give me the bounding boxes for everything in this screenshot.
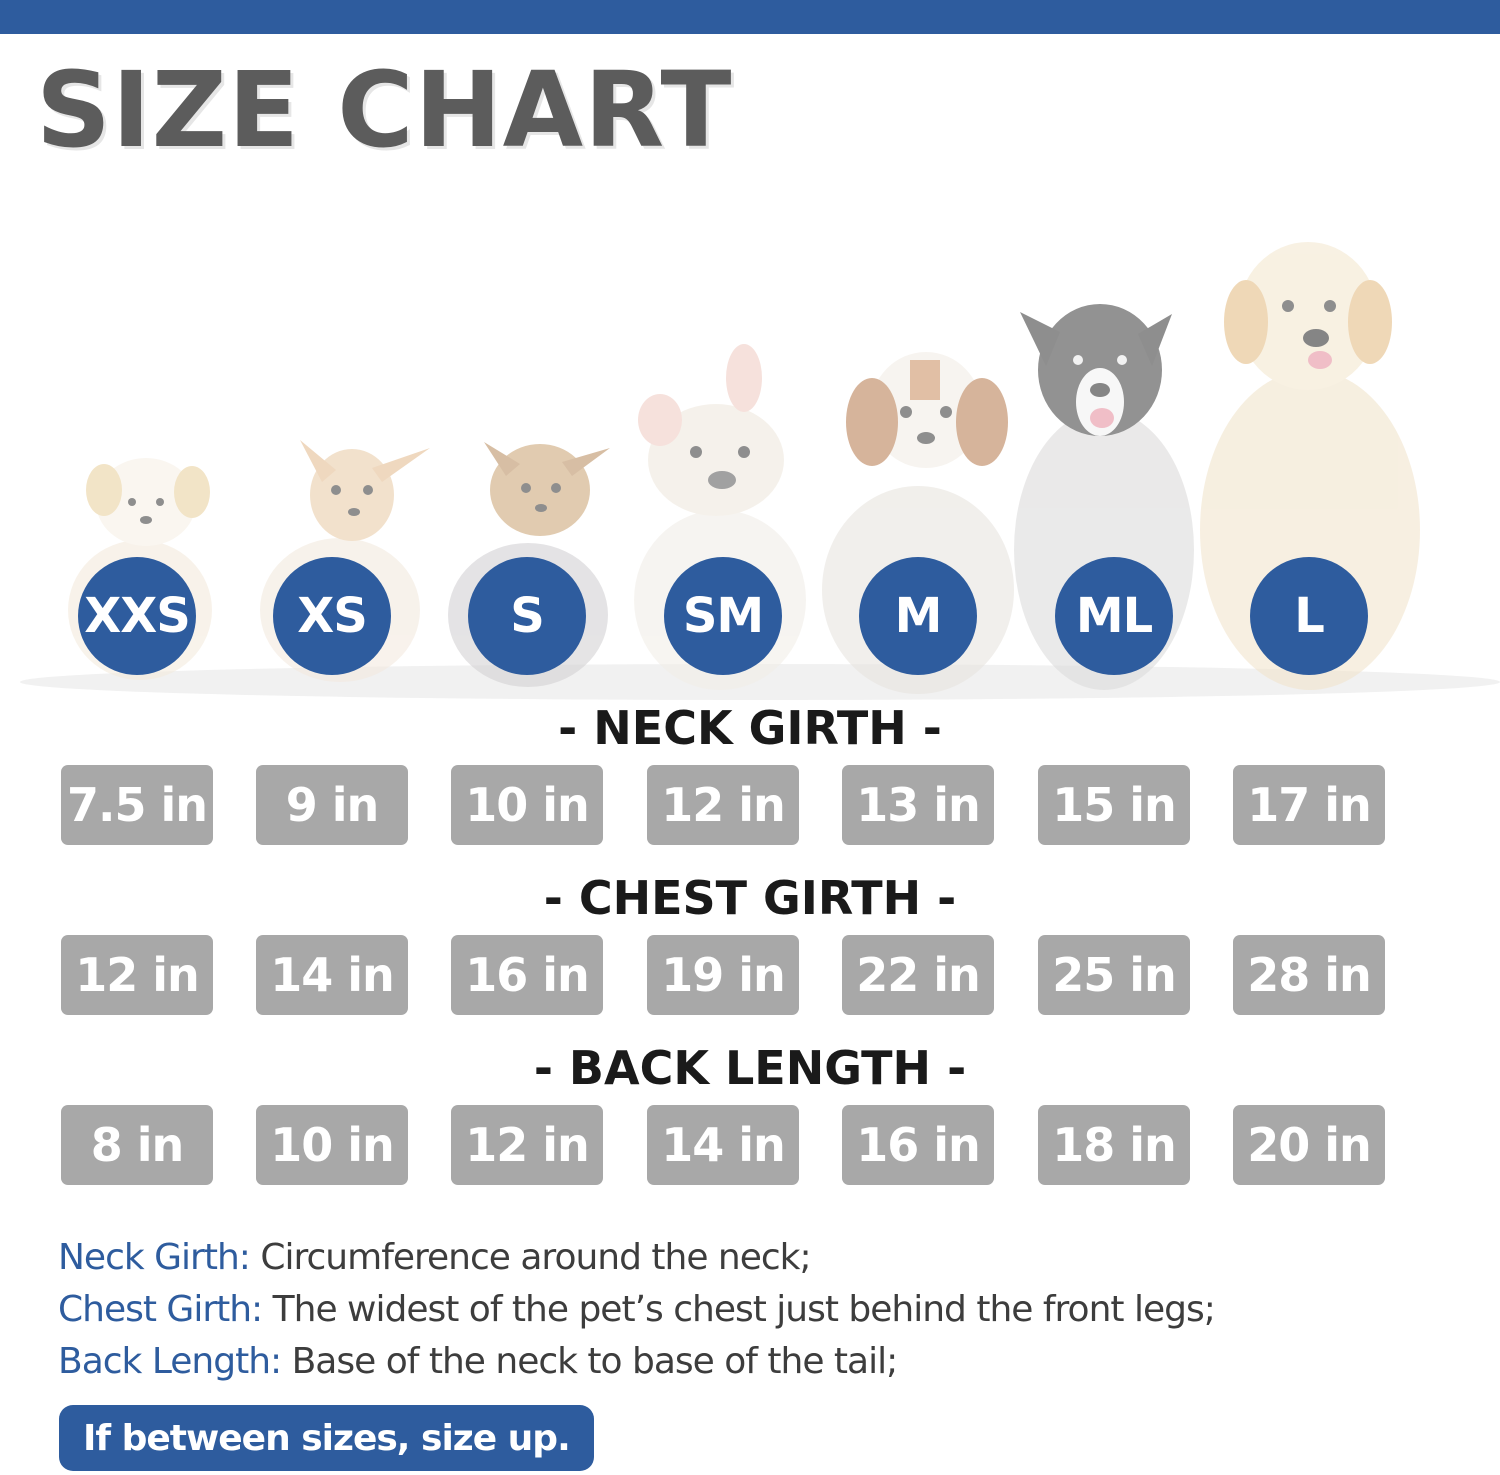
measurement-cell: 14 in	[256, 935, 408, 1015]
page-title: SIZE CHART	[36, 49, 733, 171]
section-title: - NECK GIRTH -	[558, 701, 942, 755]
measurement-cell: 12 in	[647, 765, 799, 845]
measurement-cell: 16 in	[842, 1105, 994, 1185]
measurement-cell: 20 in	[1233, 1105, 1385, 1185]
size-badge-xs: XS	[273, 557, 391, 675]
measurement-cell: 7.5 in	[61, 765, 213, 845]
size-badge-s: S	[468, 557, 586, 675]
section-title: - BACK LENGTH -	[533, 1041, 967, 1095]
measurement-cell: 15 in	[1038, 765, 1190, 845]
measurement-cell: 19 in	[647, 935, 799, 1015]
definition-text: The widest of the pet’s chest just behin…	[262, 1289, 1216, 1330]
measurement-cell: 14 in	[647, 1105, 799, 1185]
measurement-cell: 12 in	[61, 935, 213, 1015]
size-badge-sm: SM	[664, 557, 782, 675]
measurement-cell: 22 in	[842, 935, 994, 1015]
definition-chest-girth: Chest Girth: The widest of the pet’s che…	[58, 1284, 1216, 1336]
size-badge-l: L	[1250, 557, 1368, 675]
definitions: Neck Girth: Circumference around the nec…	[58, 1232, 1216, 1388]
size-up-note: If between sizes, size up.	[59, 1405, 594, 1471]
measurement-cell: 16 in	[451, 935, 603, 1015]
definition-term: Neck Girth:	[58, 1237, 251, 1278]
definition-term: Back Length:	[58, 1341, 282, 1382]
measurement-cell: 12 in	[451, 1105, 603, 1185]
definition-back-length: Back Length: Base of the neck to base of…	[58, 1336, 1215, 1388]
measurement-cell: 13 in	[842, 765, 994, 845]
measurement-cell: 28 in	[1233, 935, 1385, 1015]
measurement-cell: 17 in	[1233, 765, 1385, 845]
size-badge-m: M	[859, 557, 977, 675]
measurement-cell: 9 in	[256, 765, 408, 845]
measurement-cell: 8 in	[61, 1105, 213, 1185]
measurement-cell: 10 in	[256, 1105, 408, 1185]
definition-text: Base of the neck to base of the tail;	[281, 1341, 899, 1382]
section-title: - CHEST GIRTH -	[543, 871, 957, 925]
measurement-cell: 10 in	[451, 765, 603, 845]
size-badge-ml: ML	[1055, 557, 1173, 675]
size-badge-xxs: XXS	[78, 557, 196, 675]
definition-neck-girth: Neck Girth: Circumference around the nec…	[58, 1232, 1215, 1284]
definition-term: Chest Girth:	[58, 1289, 263, 1330]
definition-text: Circumference around the neck;	[249, 1237, 811, 1278]
measurement-cell: 25 in	[1038, 935, 1190, 1015]
measurement-cell: 18 in	[1038, 1105, 1190, 1185]
top-accent-bar	[0, 0, 1500, 34]
